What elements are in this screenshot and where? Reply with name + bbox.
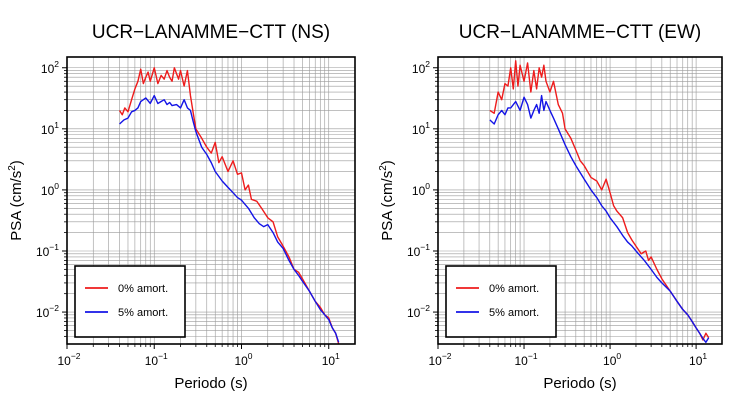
ns-panel: 10−2 10−1 100 101 10−2 10−1 100 101 102 UCR−LANAM…	[7, 22, 356, 392]
y-tick-label: 100	[412, 181, 430, 198]
plot-area	[118, 67, 340, 344]
x-axis-label: Periodo (s)	[543, 375, 616, 392]
series-5pct-line	[119, 94, 340, 343]
chart-title: UCR−LANAMME−CTT (EW)	[459, 22, 701, 43]
y-tick-label: 10−1	[36, 242, 59, 259]
x-tick-label: 101	[689, 351, 707, 368]
legend-label-5pct: 5% amort.	[489, 307, 539, 319]
legend-label-5pct: 5% amort.	[118, 307, 168, 319]
x-tick-label: 10−1	[515, 351, 538, 368]
x-tick-label: 10−2	[428, 351, 451, 368]
y-tick-label: 10−2	[407, 303, 430, 320]
ew-panel: 10−2 10−1 100 101 10−2 10−1 100 101 102 UCR−LANAM…	[378, 22, 723, 392]
legend-label-0pct: 0% amort.	[118, 283, 168, 295]
y-tick-label: 102	[41, 59, 59, 76]
x-tick-label: 100	[234, 351, 252, 368]
x-tick-label: 101	[322, 351, 340, 368]
chart-title: UCR−LANAMME−CTT (NS)	[92, 22, 330, 43]
y-tick-label: 101	[412, 120, 430, 137]
legend: 0% amort. 5% amort.	[445, 265, 557, 338]
y-tick-label: 10−1	[407, 242, 430, 259]
series-5pct-line	[489, 94, 710, 343]
legend-label-0pct: 0% amort.	[489, 283, 539, 295]
legend-box	[74, 265, 186, 338]
x-axis-label: Periodo (s)	[174, 375, 247, 392]
y-axis-label: PSA (cm/s2)	[378, 160, 396, 241]
x-tick-label: 10−2	[57, 351, 80, 368]
plot-area	[489, 60, 710, 343]
legend-box	[445, 265, 557, 338]
x-tick-label: 10−1	[145, 351, 168, 368]
x-tick-label: 100	[603, 351, 621, 368]
legend: 0% amort. 5% amort.	[74, 265, 186, 338]
y-tick-label: 100	[41, 181, 59, 198]
y-tick-label: 10−2	[36, 303, 59, 320]
y-tick-label: 102	[412, 59, 430, 76]
y-tick-label: 101	[41, 120, 59, 137]
plot-frame	[66, 56, 356, 345]
y-axis-label: PSA (cm/s2)	[7, 160, 25, 241]
plot-frame	[437, 56, 723, 345]
